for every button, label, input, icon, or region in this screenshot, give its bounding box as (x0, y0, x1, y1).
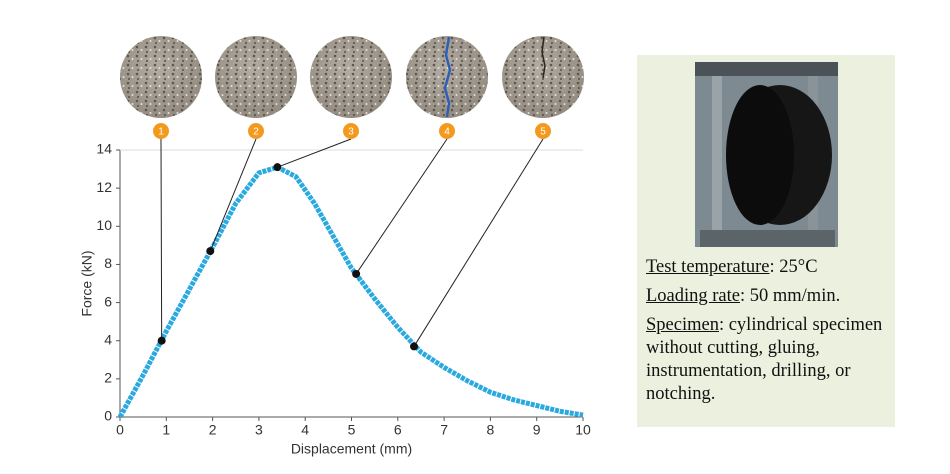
x-tick-label: 5 (348, 422, 356, 438)
stage-point (206, 247, 215, 256)
item-label: Specimen (646, 315, 719, 335)
leader-line (209, 138, 257, 252)
x-tick-label: 0 (116, 422, 124, 438)
stage-badge (248, 123, 264, 139)
y-tick-label: 10 (96, 217, 112, 233)
panel-item: Specimen: cylindrical specimen without c… (646, 314, 886, 406)
x-tick-label: 2 (209, 422, 217, 438)
stage-badge (153, 123, 169, 139)
force-curve (117, 164, 584, 419)
stage-point (410, 342, 419, 351)
x-tick-label: 6 (394, 422, 402, 438)
x-tick-label: 7 (440, 422, 448, 438)
stage-badge (439, 123, 455, 139)
y-tick-label: 14 (96, 141, 112, 157)
leader-line (413, 138, 544, 347)
stage-label: 2 (253, 127, 259, 138)
y-axis-label: Force (kN) (79, 250, 95, 316)
stage-badge (343, 123, 359, 139)
stage-label: 4 (444, 127, 450, 138)
x-tick-label: 9 (533, 422, 541, 438)
stage-point (273, 163, 282, 172)
item-label: Test temperature (646, 257, 770, 277)
stage-label: 3 (348, 127, 354, 138)
stage-point (157, 336, 166, 345)
leader-line (355, 138, 448, 275)
y-tick-label: 6 (104, 293, 112, 309)
panel-item: Loading rate: 50 mm/min. (646, 285, 886, 308)
x-axis-label: Displacement (mm) (291, 441, 412, 457)
stage-badge (535, 123, 551, 139)
specimen-photos (120, 36, 584, 118)
stage-label: 5 (540, 127, 546, 138)
panel-text: Test temperature: 25°C Loading rate: 50 m… (646, 256, 886, 412)
x-tick-label: 4 (301, 422, 309, 438)
x-tick-label: 8 (487, 422, 495, 438)
x-tick-label: 3 (255, 422, 263, 438)
leader-line (277, 138, 352, 168)
stage-point (352, 269, 361, 278)
y-tick-label: 0 (104, 408, 112, 424)
x-tick-label: 1 (162, 422, 170, 438)
stage-label: 1 (158, 127, 164, 138)
item-text: : 25°C (769, 257, 818, 277)
x-tick-label: 10 (575, 422, 591, 438)
item-text: : cylindrical specimen without cutting, … (646, 315, 883, 404)
test-photo (695, 62, 838, 247)
y-tick-label: 8 (104, 255, 112, 271)
panel-item: Test temperature: 25°C (646, 256, 886, 279)
item-label: Loading rate (646, 286, 740, 306)
leader-line (160, 138, 163, 341)
y-tick-label: 2 (104, 370, 112, 386)
item-text: : 50 mm/min. (740, 286, 841, 306)
y-tick-label: 12 (96, 179, 112, 195)
y-tick-label: 4 (104, 331, 112, 347)
